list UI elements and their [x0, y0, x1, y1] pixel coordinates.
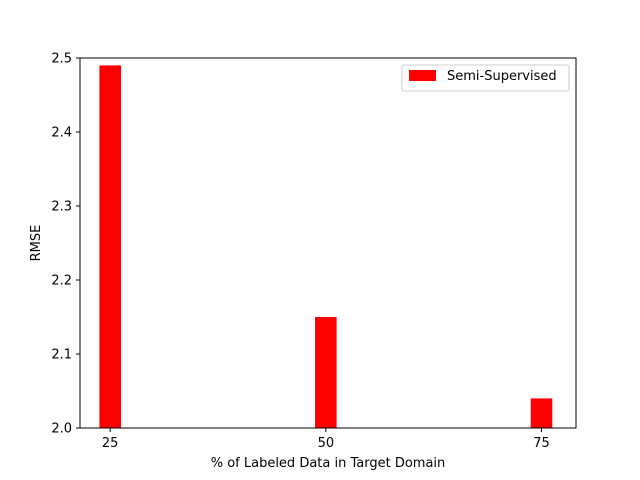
bar-25 — [99, 65, 121, 429]
y-tick-label: 2.0 — [51, 422, 72, 437]
y-axis-label: RMSE — [29, 225, 44, 262]
y-tick-label: 2.3 — [51, 200, 72, 215]
legend: Semi-Supervised — [401, 64, 570, 92]
x-axis-ticks: 25 50 75 — [102, 428, 550, 451]
legend-swatch — [409, 70, 436, 81]
plot-frame — [79, 57, 577, 429]
bar-75 — [530, 398, 553, 428]
y-tick-label: 2.4 — [51, 126, 72, 141]
bars-group — [99, 65, 553, 429]
y-tick-label: 2.5 — [51, 52, 72, 67]
x-axis-label: % of Labeled Data in Target Domain — [211, 456, 446, 471]
legend-label: Semi-Supervised — [447, 69, 557, 84]
x-tick-label: 50 — [318, 436, 335, 451]
x-tick-label: 25 — [102, 436, 119, 451]
y-axis-ticks: 2.0 2.1 2.2 2.3 2.4 2.5 — [51, 52, 80, 437]
legend-box — [401, 64, 570, 92]
bar-50 — [315, 317, 337, 428]
y-tick-label: 2.1 — [51, 348, 72, 363]
y-tick-label: 2.2 — [51, 274, 72, 289]
x-tick-label: 75 — [533, 436, 550, 451]
